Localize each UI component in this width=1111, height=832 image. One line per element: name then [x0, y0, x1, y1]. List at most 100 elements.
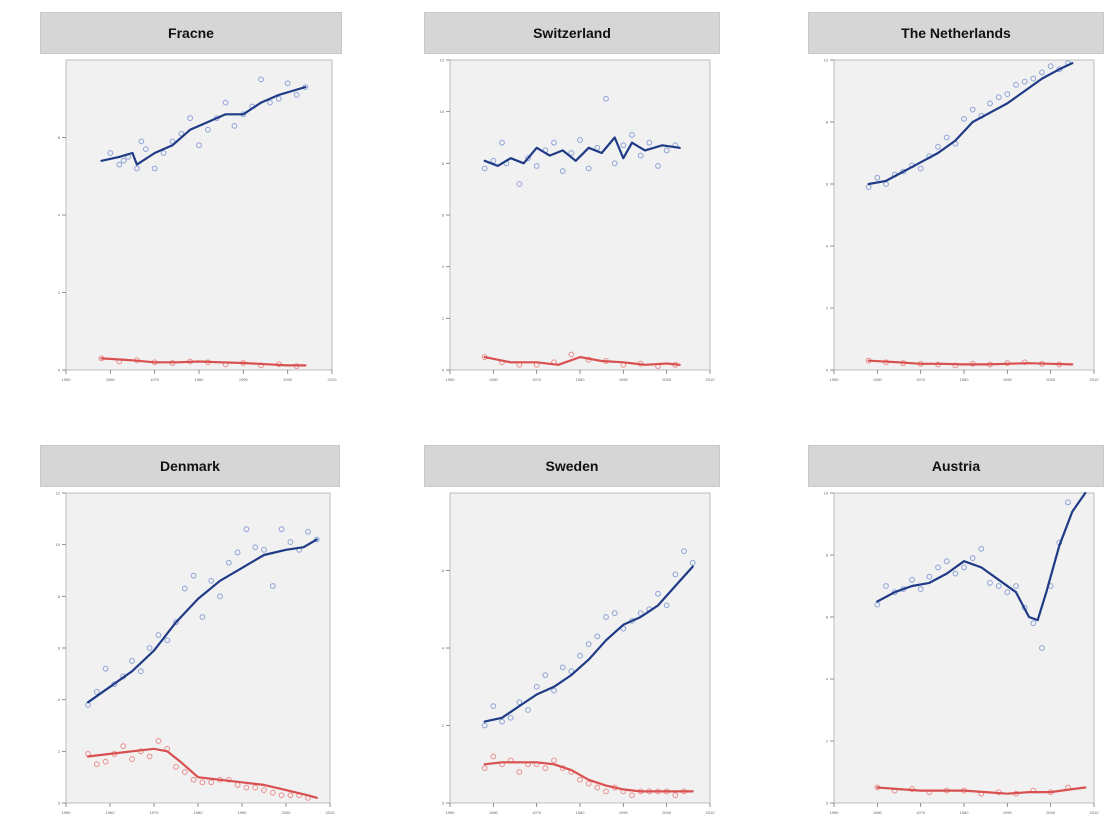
red-data-point — [585, 780, 592, 787]
blue-data-point — [1065, 499, 1071, 506]
blue-data-point — [611, 160, 618, 167]
blue-data-point — [943, 134, 950, 141]
x-tick-label: 2000 — [662, 810, 672, 815]
blue-data-point — [559, 168, 566, 174]
red-data-point — [568, 351, 575, 358]
panel-the-netherlands: The Netherlands 1950 1960 1970 1980 1990 2000… — [808, 12, 1104, 392]
chart-plot: 1950 1960 1970 1980 1990 2000 2010 0 2 4 6 — [442, 492, 715, 815]
blue-data-point — [267, 99, 273, 106]
y-tick-label: 6 — [58, 135, 61, 140]
panel-denmark: Denmark 1950 1960 1970 1980 1990 2000 2010 0 2 4 6… — [40, 445, 340, 825]
blue-data-point — [551, 139, 557, 146]
blue-data-point — [178, 130, 185, 137]
x-tick-label: 1960 — [489, 810, 499, 815]
blue-data-point — [568, 150, 575, 156]
red-data-point — [173, 763, 179, 770]
panel-austria: Austria 1950 1960 1970 1980 1990 2000 2010 0 2 4 6… — [808, 445, 1104, 825]
blue-data-point — [134, 165, 140, 172]
blue-data-point — [585, 641, 592, 648]
y-tick-label: 0 — [442, 801, 445, 806]
panel-france: Fracne 1950 1960 1970 1980 1990 2000 2010 0 2 4 6 — [40, 12, 342, 392]
blue-data-point — [169, 138, 176, 145]
x-tick-label: 2010 — [326, 810, 336, 815]
red-data-point — [93, 761, 100, 768]
red-data-point — [629, 792, 635, 799]
blue-data-point — [533, 683, 540, 690]
blue-data-point — [987, 580, 993, 586]
x-tick-label: 2000 — [283, 377, 293, 382]
y-tick-label: 2 — [442, 316, 445, 321]
blue-data-point — [637, 610, 644, 617]
blue-data-point — [199, 614, 206, 620]
blue-data-point — [196, 142, 202, 149]
blue-data-point — [243, 526, 250, 533]
blue-data-point — [516, 181, 523, 187]
blue-data-point — [672, 571, 679, 578]
chart-plot: 1950 1960 1970 1980 1990 2000 2010 0 2 4 6 — [58, 59, 337, 382]
blue-data-point — [190, 572, 197, 579]
blue-data-point — [1030, 620, 1037, 627]
blue-data-point — [663, 602, 670, 609]
y-tick-label: 10 — [440, 109, 445, 114]
blue-data-point — [611, 610, 618, 617]
blue-data-point — [252, 544, 259, 551]
panel-title: Sweden — [424, 445, 720, 487]
blue-data-point — [926, 573, 933, 580]
blue-data-point — [594, 633, 601, 640]
red-data-point — [577, 776, 583, 783]
x-tick-label: 1980 — [960, 810, 970, 815]
x-tick-label: 1950 — [830, 377, 840, 382]
red-data-point — [102, 758, 109, 765]
y-tick-label: 0 — [826, 368, 829, 373]
x-tick-label: 1950 — [830, 810, 840, 815]
plot-area — [833, 59, 1095, 371]
x-tick-label: 1990 — [1003, 377, 1013, 382]
x-tick-label: 1990 — [239, 377, 249, 382]
red-data-point — [199, 779, 206, 786]
red-data-point — [208, 779, 215, 786]
red-trend-line — [876, 786, 1087, 795]
blue-data-point — [917, 165, 924, 172]
blue-trend-line — [876, 491, 1087, 622]
blue-data-point — [481, 722, 488, 729]
blue-data-point — [187, 115, 194, 122]
blue-data-point — [151, 165, 158, 172]
x-tick-label: 1970 — [532, 377, 542, 382]
blue-data-point — [93, 689, 100, 695]
x-tick-label: 1990 — [619, 810, 629, 815]
blue-data-point — [507, 714, 514, 721]
blue-data-point — [261, 546, 267, 553]
x-tick-label: 1990 — [619, 377, 629, 382]
blue-data-point — [222, 99, 229, 106]
y-tick-label: 12 — [56, 491, 61, 496]
chart-plot: 1950 1960 1970 1980 1990 2000 2010 0 2 4 6 8 10 — [824, 58, 1100, 383]
blue-data-point — [278, 526, 285, 533]
x-tick-label: 1970 — [916, 810, 926, 815]
red-data-point — [672, 792, 679, 799]
blue-data-point — [142, 146, 149, 153]
panel-switzerland: Switzerland 1950 1960 1970 1980 1990 2000 2010… — [424, 12, 720, 392]
blue-data-point — [533, 163, 540, 169]
red-data-point — [261, 787, 267, 793]
y-tick-label: 8 — [58, 594, 61, 599]
chart-plot: 1950 1960 1970 1980 1990 2000 2010 0 2 4 6 8 10 — [824, 491, 1100, 816]
red-data-point — [551, 757, 557, 764]
blue-data-point — [481, 165, 488, 172]
y-tick-label: 4 — [442, 646, 445, 651]
x-tick-label: 1960 — [489, 377, 499, 382]
blue-data-point — [663, 147, 670, 154]
blue-data-point — [181, 585, 188, 592]
blue-data-point — [655, 590, 661, 597]
blue-data-point — [943, 558, 950, 565]
x-tick-label: 1960 — [873, 377, 883, 382]
blue-data-point — [284, 80, 291, 87]
panel-title: The Netherlands — [808, 12, 1104, 54]
x-tick-label: 2010 — [706, 377, 716, 382]
y-tick-label: 6 — [58, 646, 61, 651]
x-tick-label: 2000 — [1046, 810, 1056, 815]
x-tick-label: 1970 — [532, 810, 542, 815]
x-tick-label: 1960 — [106, 810, 116, 815]
red-data-point — [278, 792, 285, 799]
chart-plot: 1950 1960 1970 1980 1990 2000 2010 0 2 4 6 8 10 12 — [440, 58, 716, 383]
blue-data-point — [978, 545, 985, 552]
